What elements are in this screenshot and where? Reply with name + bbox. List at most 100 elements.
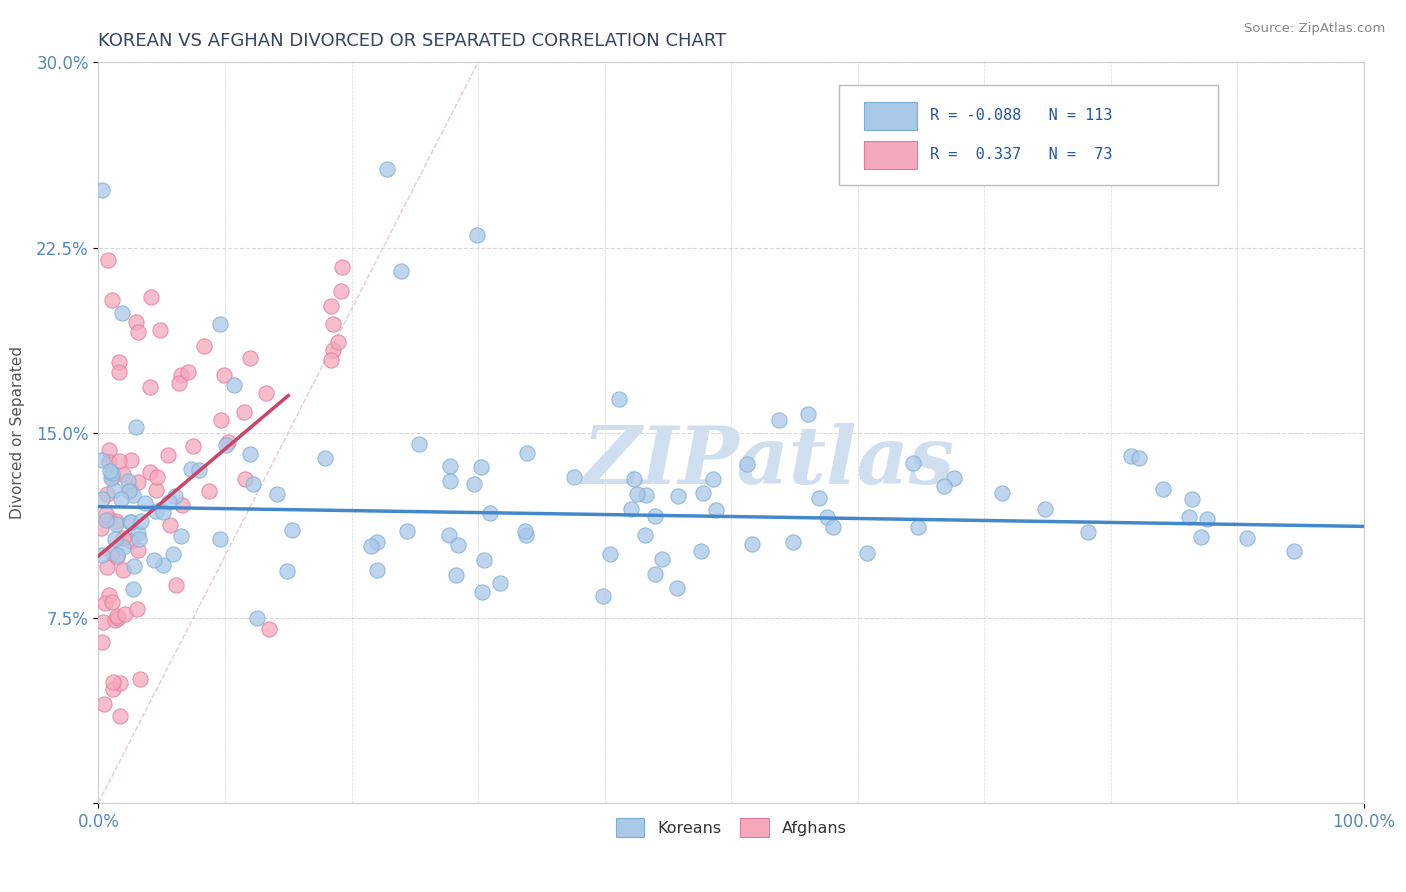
Point [101, 595, 124, 609]
Point [91, 548, 114, 562]
Point [326, 335, 349, 350]
Point [782, 534, 804, 549]
Point [209, 317, 232, 331]
Point [91, 635, 114, 649]
Point [93, 615, 115, 629]
Point [110, 676, 132, 690]
Point [447, 538, 470, 552]
Point [128, 533, 150, 547]
Point [702, 472, 724, 486]
Point [934, 478, 956, 492]
Point [120, 453, 142, 467]
Point [97, 512, 120, 526]
Point [1128, 451, 1150, 466]
Point [644, 567, 666, 582]
Point [439, 459, 461, 474]
FancyBboxPatch shape [838, 85, 1218, 185]
Point [314, 450, 336, 465]
Point [1236, 531, 1258, 545]
Point [1033, 502, 1056, 516]
Text: Source: ZipAtlas.com: Source: ZipAtlas.com [1244, 22, 1385, 36]
Point [215, 438, 238, 452]
Point [145, 504, 167, 518]
Point [823, 520, 845, 534]
Point [257, 623, 280, 637]
Point [741, 536, 763, 550]
Point [152, 505, 174, 519]
Point [111, 467, 134, 482]
Point [329, 285, 352, 299]
Point [470, 460, 492, 475]
Point [626, 487, 648, 501]
Point [93, 697, 115, 711]
Point [111, 540, 134, 554]
Point [768, 412, 790, 426]
Point [131, 514, 153, 528]
Point [162, 547, 184, 561]
Point [125, 420, 148, 434]
Point [692, 485, 714, 500]
Point [360, 539, 382, 553]
Point [907, 520, 929, 534]
Point [143, 552, 166, 566]
Point [280, 523, 302, 537]
Point [991, 486, 1014, 500]
Point [855, 546, 877, 560]
Point [165, 578, 187, 592]
Point [562, 470, 585, 484]
Point [125, 602, 148, 616]
Point [100, 471, 122, 485]
Point [112, 531, 135, 545]
Y-axis label: Divorced or Separated: Divorced or Separated [10, 346, 25, 519]
Point [437, 527, 460, 541]
Point [170, 498, 193, 512]
Point [1197, 512, 1219, 526]
Point [193, 339, 215, 353]
Point [599, 547, 621, 561]
Point [239, 447, 262, 461]
Point [127, 525, 149, 540]
Point [127, 543, 149, 558]
Point [666, 581, 689, 595]
Point [942, 471, 965, 485]
Point [1119, 450, 1142, 464]
Legend: Koreans, Afghans: Koreans, Afghans [609, 812, 853, 843]
Point [651, 552, 673, 566]
Point [266, 486, 288, 500]
Point [101, 681, 124, 696]
Text: R =  0.337   N =  73: R = 0.337 N = 73 [929, 147, 1112, 162]
Point [465, 228, 488, 243]
Point [163, 489, 186, 503]
Point [104, 516, 127, 531]
Point [366, 562, 388, 576]
Point [152, 558, 174, 572]
Point [107, 365, 129, 379]
Point [183, 439, 205, 453]
Point [607, 392, 630, 406]
Point [479, 506, 502, 520]
Point [1181, 491, 1204, 506]
Point [97, 454, 120, 468]
Point [120, 533, 142, 548]
Point [515, 528, 537, 542]
Point [96, 559, 118, 574]
Point [108, 709, 131, 723]
Point [91, 492, 114, 507]
Point [117, 474, 139, 488]
Point [127, 325, 149, 339]
Point [120, 516, 142, 530]
Text: KOREAN VS AFGHAN DIVORCED OR SEPARATED CORRELATION CHART: KOREAN VS AFGHAN DIVORCED OR SEPARATED C… [98, 32, 727, 50]
Point [159, 518, 181, 533]
Point [636, 488, 658, 502]
Point [170, 529, 193, 543]
Point [94, 513, 117, 527]
Point [1152, 482, 1174, 496]
Point [408, 437, 430, 451]
Point [217, 435, 239, 450]
Point [110, 491, 132, 506]
Point [808, 491, 831, 505]
Point [439, 474, 461, 488]
Point [634, 527, 657, 541]
FancyBboxPatch shape [863, 103, 917, 129]
Point [620, 502, 643, 516]
